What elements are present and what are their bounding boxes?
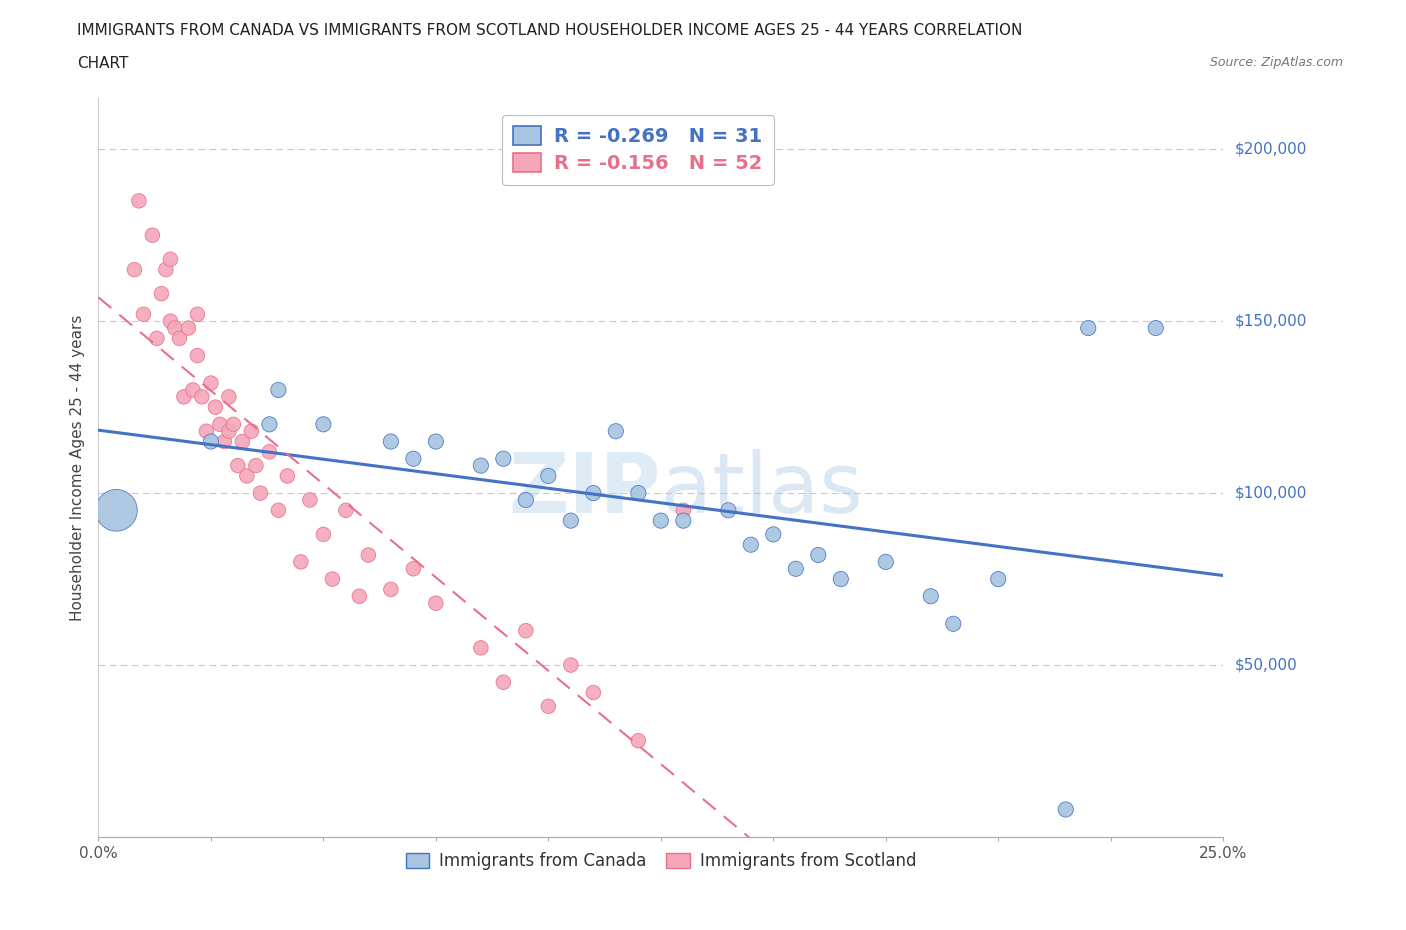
Point — [357, 548, 380, 563]
Text: $100,000: $100,000 — [1234, 485, 1306, 500]
Point — [537, 469, 560, 484]
Point — [627, 485, 650, 500]
Point — [672, 503, 695, 518]
Point — [181, 382, 204, 397]
Text: Source: ZipAtlas.com: Source: ZipAtlas.com — [1209, 56, 1343, 69]
Point — [785, 562, 807, 577]
Point — [349, 589, 371, 604]
Point — [335, 503, 357, 518]
Point — [740, 538, 762, 552]
Point — [987, 572, 1010, 587]
Point — [1144, 321, 1167, 336]
Point — [218, 424, 240, 439]
Point — [875, 554, 897, 569]
Point — [240, 424, 263, 439]
Point — [159, 252, 181, 267]
Point — [402, 562, 425, 577]
Point — [236, 469, 259, 484]
Point — [169, 331, 191, 346]
Point — [560, 513, 582, 528]
Point — [200, 434, 222, 449]
Point — [560, 658, 582, 672]
Point — [150, 286, 173, 301]
Point — [425, 434, 447, 449]
Point — [470, 641, 492, 656]
Point — [128, 193, 150, 208]
Point — [186, 348, 208, 363]
Point — [672, 513, 695, 528]
Point — [380, 434, 402, 449]
Point — [267, 503, 290, 518]
Point — [470, 458, 492, 473]
Point — [605, 424, 627, 439]
Point — [124, 262, 146, 277]
Point — [146, 331, 169, 346]
Point — [249, 485, 271, 500]
Point — [830, 572, 852, 587]
Point — [259, 417, 281, 432]
Point — [627, 733, 650, 748]
Point — [492, 675, 515, 690]
Point — [762, 527, 785, 542]
Point — [195, 424, 218, 439]
Point — [807, 548, 830, 563]
Point — [298, 493, 321, 508]
Point — [186, 307, 208, 322]
Point — [163, 321, 186, 336]
Point — [1077, 321, 1099, 336]
Point — [582, 485, 605, 500]
Point — [650, 513, 672, 528]
Point — [218, 390, 240, 405]
Point — [402, 451, 425, 466]
Point — [155, 262, 177, 277]
Text: $200,000: $200,000 — [1234, 141, 1306, 157]
Text: atlas: atlas — [661, 449, 862, 530]
Point — [141, 228, 163, 243]
Point — [276, 469, 298, 484]
Text: CHART: CHART — [77, 56, 129, 71]
Point — [159, 313, 181, 328]
Point — [920, 589, 942, 604]
Point — [380, 582, 402, 597]
Text: ZIP: ZIP — [509, 449, 661, 530]
Point — [177, 321, 200, 336]
Point — [321, 572, 343, 587]
Point — [204, 400, 226, 415]
Point — [245, 458, 267, 473]
Point — [214, 434, 236, 449]
Point — [231, 434, 253, 449]
Point — [492, 451, 515, 466]
Point — [1054, 802, 1077, 817]
Point — [222, 417, 245, 432]
Point — [515, 623, 537, 638]
Point — [515, 493, 537, 508]
Point — [191, 390, 214, 405]
Point — [425, 596, 447, 611]
Text: IMMIGRANTS FROM CANADA VS IMMIGRANTS FROM SCOTLAND HOUSEHOLDER INCOME AGES 25 - : IMMIGRANTS FROM CANADA VS IMMIGRANTS FRO… — [77, 23, 1022, 38]
Point — [537, 698, 560, 713]
Point — [942, 617, 965, 631]
Point — [290, 554, 312, 569]
Y-axis label: Householder Income Ages 25 - 44 years: Householder Income Ages 25 - 44 years — [70, 314, 86, 620]
Text: $150,000: $150,000 — [1234, 313, 1306, 328]
Point — [582, 685, 605, 700]
Point — [105, 503, 128, 518]
Point — [312, 527, 335, 542]
Point — [132, 307, 155, 322]
Point — [312, 417, 335, 432]
Point — [267, 382, 290, 397]
Point — [208, 417, 231, 432]
Text: $50,000: $50,000 — [1234, 658, 1298, 672]
Point — [200, 376, 222, 391]
Point — [717, 503, 740, 518]
Legend: Immigrants from Canada, Immigrants from Scotland: Immigrants from Canada, Immigrants from … — [399, 845, 922, 877]
Point — [259, 445, 281, 459]
Point — [226, 458, 249, 473]
Point — [173, 390, 195, 405]
